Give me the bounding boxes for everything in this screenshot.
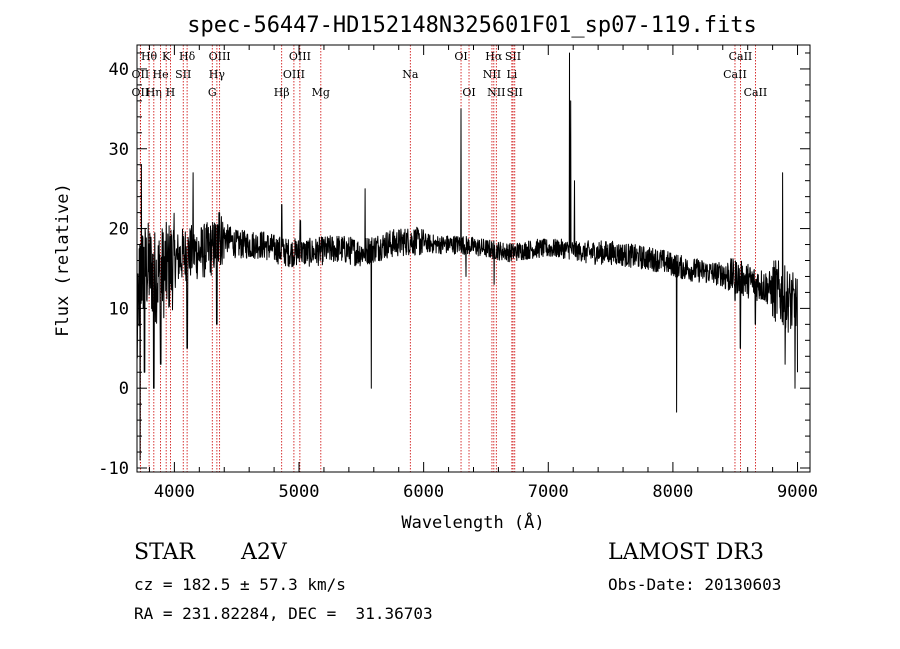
x-tick-label: 5000 xyxy=(279,482,320,502)
spectral-line-label: SII xyxy=(507,86,523,99)
spectral-line-label: OI xyxy=(454,50,467,63)
y-tick-label: 40 xyxy=(109,60,129,80)
y-tick-label: 30 xyxy=(109,140,129,160)
y-tick-label: 20 xyxy=(109,220,129,240)
spectral-line-label: Hη xyxy=(146,86,162,99)
y-tick-label: 0 xyxy=(119,379,129,399)
spectral-line-label: K xyxy=(162,50,171,63)
spectral-line-label: Na xyxy=(402,68,419,81)
x-tick-label: 9000 xyxy=(777,482,818,502)
spectral-line-label: OIII xyxy=(283,68,305,81)
spectral-line-label: Hβ xyxy=(274,86,290,99)
x-axis-label: Wavelength (Å) xyxy=(401,511,544,533)
spectral-line-label: CaII xyxy=(729,50,753,63)
spectral-line-label: He xyxy=(153,68,169,81)
spectral-subclass: A2V xyxy=(241,540,287,565)
spectral-line-label: OII xyxy=(132,86,150,99)
spectral-line-label: OIII xyxy=(289,50,311,63)
axis-ticks: 4000 5000 6000 7000 8000 9000 -10 0 10 20 30 40 xyxy=(98,45,818,502)
x-tick-label: 8000 xyxy=(652,482,693,502)
spectral-line-label: OII xyxy=(132,68,150,81)
spectral-line-label: Hγ xyxy=(209,68,226,81)
chart-title: spec-56447-HD152148N325601F01_sp07-119.f… xyxy=(187,13,757,38)
spectral-line-label: Li xyxy=(506,68,517,81)
x-tick-label: 7000 xyxy=(528,482,569,502)
spectrum-series xyxy=(136,52,798,461)
spectral-line-label: Hθ xyxy=(141,50,158,63)
spectrum-line xyxy=(136,52,798,461)
spectral-line-label: H xyxy=(166,86,176,99)
spectral-line-label: NII xyxy=(487,86,505,99)
object-class: STAR xyxy=(134,540,195,565)
y-tick-label: -10 xyxy=(98,459,129,479)
observation-date: Obs-Date: 20130603 xyxy=(608,575,782,594)
y-tick-label: 10 xyxy=(109,299,129,319)
spectral-line-label: NII xyxy=(483,68,501,81)
x-tick-label: 4000 xyxy=(154,482,195,502)
spectral-line-label: OIII xyxy=(209,50,231,63)
spectral-line-label: SII xyxy=(505,50,521,63)
plot-frame xyxy=(136,44,811,473)
y-axis-label: Flux (relative) xyxy=(53,183,73,337)
x-tick-label: 6000 xyxy=(403,482,444,502)
spectral-line-label: SII xyxy=(175,68,191,81)
redshift-cz: cz = 182.5 ± 57.3 km/s xyxy=(134,575,346,594)
spectral-line-label: Mg xyxy=(312,86,330,99)
survey-name: LAMOST DR3 xyxy=(608,540,764,565)
spectral-line-label: Hα xyxy=(485,50,503,63)
spectral-line-label: G xyxy=(208,86,217,99)
ra-dec-coordinates: RA = 231.82284, DEC = 31.36703 xyxy=(134,604,433,623)
spectral-line-label: CaII xyxy=(723,68,747,81)
spectral-line-label: CaII xyxy=(744,86,768,99)
spectral-line-label: OI xyxy=(462,86,475,99)
spectral-line-label: Hδ xyxy=(179,50,196,63)
